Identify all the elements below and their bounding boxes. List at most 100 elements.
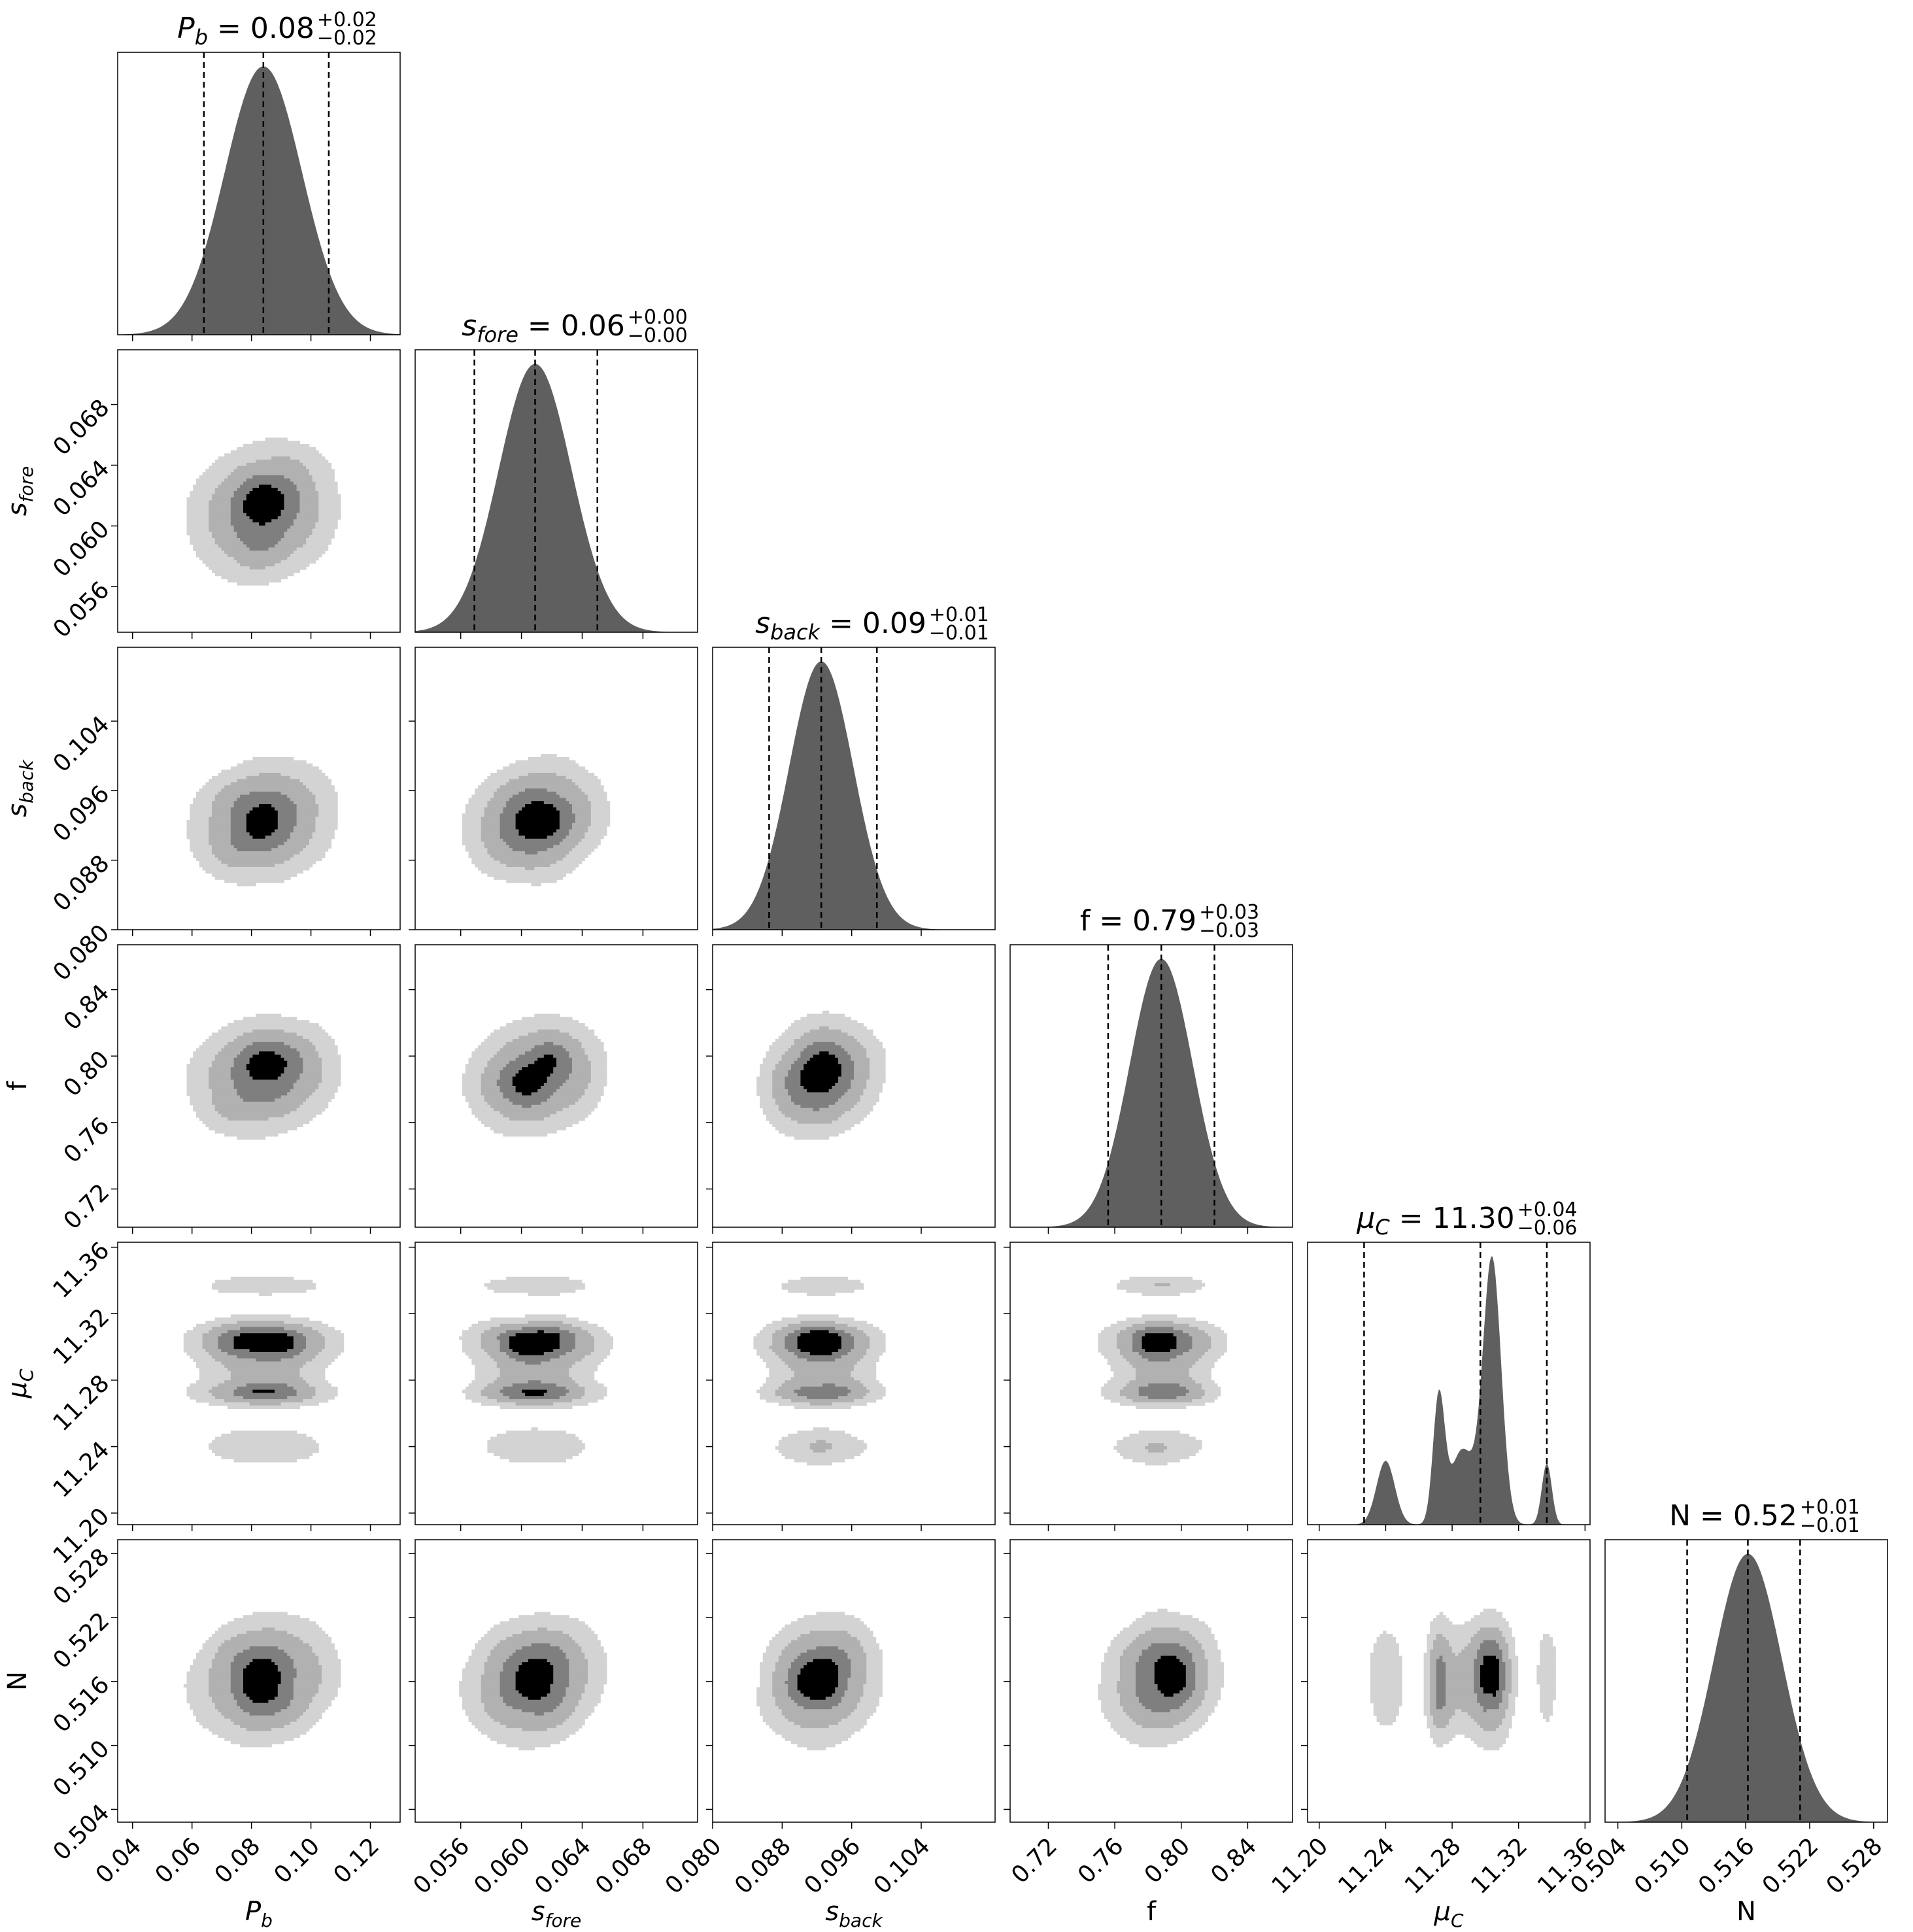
contour-cell	[315, 1048, 338, 1052]
contour-cell	[1423, 1665, 1431, 1669]
contour-cell	[1117, 1687, 1136, 1691]
contour-cell	[522, 1631, 564, 1635]
contour-cell	[851, 1086, 867, 1090]
contour-cell	[196, 1399, 225, 1403]
contour-cell	[202, 867, 310, 871]
contour-cell	[499, 1389, 522, 1393]
panel-N-N	[1605, 1540, 1888, 1822]
contour-cell	[209, 1330, 228, 1334]
contour-cell	[866, 1662, 883, 1666]
contour-cell	[541, 1361, 576, 1365]
contour-cell	[1451, 1650, 1462, 1653]
contour-cell	[1120, 1631, 1145, 1635]
contour-cell	[1477, 1699, 1503, 1704]
contour-cell	[847, 1051, 867, 1055]
contour-cell	[569, 1076, 592, 1080]
contour-cell	[569, 829, 588, 833]
contour-cell	[214, 798, 237, 802]
contour-cell	[315, 826, 338, 830]
contour-cell	[534, 1013, 560, 1017]
contour-cell	[590, 1060, 607, 1064]
contour-cell	[462, 1706, 485, 1710]
contour-cell	[462, 1339, 482, 1344]
contour-cell	[797, 1431, 845, 1434]
contour-cell	[1120, 1330, 1136, 1334]
contour-cell	[760, 1706, 779, 1710]
contour-cell	[590, 804, 611, 808]
contour-cell	[1423, 1687, 1431, 1691]
contour-cell	[1370, 1655, 1402, 1659]
contour-cell	[870, 1057, 886, 1062]
contour-cell	[1423, 1668, 1431, 1672]
x-axis-label-N: N	[1736, 1897, 1756, 1927]
contour-cell	[183, 1333, 203, 1337]
contour-cell	[1179, 1690, 1193, 1694]
contour-cell	[860, 1640, 877, 1644]
contour-cell	[1129, 1276, 1193, 1281]
contour-cell	[481, 1336, 498, 1340]
contour-cell	[1380, 1634, 1393, 1638]
contour-cell	[760, 1709, 783, 1713]
contour-cell	[262, 1627, 275, 1631]
contour-cell	[312, 1650, 338, 1653]
contour-cell	[1427, 1725, 1437, 1729]
contour-cell	[490, 1627, 538, 1631]
contour-cell	[550, 1358, 582, 1362]
contour-cell	[280, 1095, 310, 1099]
contour-cell	[515, 817, 560, 821]
contour-cell	[553, 1678, 569, 1682]
contour-cell	[205, 782, 231, 786]
contour-cell	[1512, 1681, 1519, 1685]
contour-cell	[243, 1048, 297, 1052]
contour-cell	[212, 1102, 303, 1106]
contour-cell	[221, 788, 310, 792]
contour-cell	[1195, 1709, 1215, 1713]
contour-cell	[1142, 1292, 1180, 1296]
contour-cell	[186, 1076, 209, 1080]
contour-cell	[209, 1036, 237, 1040]
contour-cell	[1449, 1643, 1468, 1647]
contour-cell	[1129, 1361, 1196, 1365]
contour-cell	[212, 1286, 316, 1290]
contour-cell	[252, 1699, 269, 1704]
contour-cell	[468, 1060, 488, 1064]
contour-cell	[237, 848, 272, 852]
contour-cell	[230, 1374, 300, 1378]
contour-cell	[788, 1026, 820, 1030]
contour-cell	[481, 1731, 576, 1735]
contour-cell	[246, 1064, 288, 1068]
contour-cell	[756, 1092, 773, 1096]
contour-cell	[550, 1114, 588, 1118]
contour-cell	[559, 1342, 576, 1346]
contour-cell	[1120, 1393, 1140, 1397]
contour-cell	[809, 1443, 832, 1447]
contour-cell	[196, 1715, 225, 1720]
contour-cell	[306, 785, 335, 789]
contour-cell	[760, 1668, 776, 1672]
contour-cell	[772, 1089, 788, 1093]
contour-cell	[221, 1349, 250, 1353]
contour-cell	[541, 1086, 560, 1090]
contour-cell	[214, 1706, 241, 1710]
contour-cell	[306, 845, 331, 849]
contour-cell	[1164, 1693, 1174, 1697]
contour-cell	[1502, 1634, 1512, 1638]
contour-cell	[1436, 1615, 1446, 1619]
contour-cell	[1480, 1665, 1500, 1669]
contour-cell	[1540, 1640, 1553, 1644]
contour-cell	[243, 481, 294, 485]
contour-cell	[1126, 1289, 1196, 1293]
contour-cell	[230, 1740, 284, 1744]
contour-cell	[193, 801, 212, 805]
contour-cell	[512, 1076, 548, 1080]
y-tick-label-N: 0.522	[48, 1607, 115, 1674]
contour-cell	[797, 1681, 839, 1685]
contour-cell	[233, 1659, 253, 1663]
contour-cell	[237, 1355, 294, 1359]
contour-cell	[778, 1036, 801, 1040]
contour-cell	[484, 1283, 585, 1287]
contour-cell	[525, 1051, 569, 1055]
contour-cell	[290, 1721, 316, 1725]
contour-cell	[778, 1355, 798, 1359]
contour-cell	[1110, 1725, 1143, 1729]
